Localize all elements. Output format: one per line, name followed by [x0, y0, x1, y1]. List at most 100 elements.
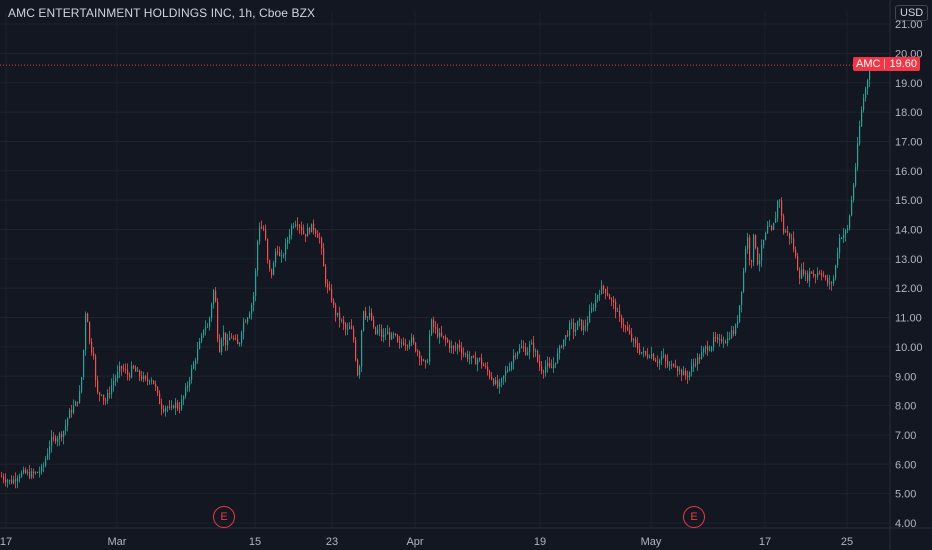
candle-body	[131, 366, 133, 378]
candle-body	[739, 305, 741, 322]
candle-body	[31, 471, 33, 478]
candle-body	[255, 270, 257, 296]
candle-body	[293, 225, 295, 227]
candle-body	[711, 346, 713, 351]
candle-body	[263, 228, 265, 230]
candle-body	[107, 393, 109, 401]
y-tick-label: 10.00	[895, 342, 923, 354]
candle-body	[857, 143, 859, 168]
candle-body	[649, 357, 651, 358]
candle-body	[185, 387, 187, 397]
candle-body	[811, 271, 813, 274]
candle-body	[753, 234, 755, 262]
candle-body	[175, 402, 177, 408]
candle-body	[647, 354, 649, 358]
candle-body	[203, 329, 205, 336]
candle-body	[629, 330, 631, 334]
candle-body	[567, 335, 569, 336]
candle-body	[403, 342, 405, 345]
candle-body	[233, 338, 235, 339]
candle-body	[201, 335, 203, 342]
candle-body	[89, 322, 91, 342]
candle-body	[217, 301, 219, 339]
candle-body	[151, 380, 153, 382]
candle-body	[759, 260, 761, 265]
candle-body	[373, 319, 375, 328]
candle-body	[761, 244, 763, 261]
candle-body	[755, 234, 757, 248]
candle-body	[439, 332, 441, 337]
candle-body	[621, 316, 623, 325]
candle-body	[407, 345, 409, 347]
chart-title: AMC ENTERTAINMENT HOLDINGS INC, 1h, Cboe…	[8, 6, 316, 20]
candle-body	[449, 341, 451, 349]
candle-body	[29, 471, 31, 478]
currency-label[interactable]: USD	[895, 5, 929, 21]
x-tick-label: 23	[326, 536, 338, 548]
candle-body	[679, 369, 681, 372]
candle-body	[743, 270, 745, 292]
candle-body	[101, 394, 103, 396]
candle-body	[343, 320, 345, 325]
candle-body	[385, 334, 387, 336]
candle-body	[777, 201, 779, 219]
candle-body	[851, 199, 853, 216]
candle-body	[179, 408, 181, 410]
candle-body	[431, 319, 433, 335]
candle-body	[729, 337, 731, 339]
candle-body	[579, 319, 581, 321]
candle-body	[95, 356, 97, 381]
candle-body	[41, 466, 43, 472]
candle-body	[541, 366, 543, 372]
candle-body	[215, 290, 217, 302]
candle-body	[771, 226, 773, 230]
candle-body	[223, 332, 225, 340]
candle-body	[187, 385, 189, 388]
x-tick-label: 17	[0, 536, 12, 548]
candle-body	[745, 248, 747, 271]
candle-body	[667, 361, 669, 366]
candle-body	[295, 224, 297, 226]
candle-body	[569, 322, 571, 336]
candle-body	[741, 291, 743, 306]
candle-body	[769, 226, 771, 227]
candle-body	[237, 339, 239, 345]
candle-body	[823, 275, 825, 277]
candle-body	[707, 346, 709, 351]
candle-body	[141, 376, 143, 380]
candle-body	[349, 326, 351, 329]
candle-body	[623, 324, 625, 327]
candle-body	[229, 337, 231, 341]
candle-body	[481, 358, 483, 365]
x-tick-label: 15	[249, 536, 261, 548]
candle-body	[257, 241, 259, 271]
price-tag-value: 19.60	[889, 58, 917, 70]
candle-body	[97, 380, 99, 393]
candle-body	[655, 360, 657, 362]
candle-body	[369, 312, 371, 317]
candle-body	[785, 231, 787, 233]
earnings-marker-2[interactable]: E	[683, 506, 705, 528]
candle-body	[841, 238, 843, 239]
candle-body	[195, 360, 197, 364]
candle-body	[455, 347, 457, 349]
candle-body	[113, 380, 115, 386]
candle-body	[281, 255, 283, 257]
candle-body	[723, 341, 725, 343]
candle-body	[677, 367, 679, 372]
candle-body	[653, 354, 655, 361]
candle-body	[291, 225, 293, 235]
candle-body	[607, 293, 609, 296]
candle-body	[381, 329, 383, 337]
candle-body	[433, 319, 435, 328]
candle-body	[575, 329, 577, 332]
candle-body	[757, 247, 759, 265]
candle-body	[79, 391, 81, 403]
candle-body	[347, 328, 349, 330]
y-tick-label: 8.00	[895, 401, 916, 413]
candle-body	[71, 410, 73, 413]
candle-body	[485, 366, 487, 367]
earnings-marker-1[interactable]: E	[213, 506, 235, 528]
candle-body	[261, 226, 263, 229]
